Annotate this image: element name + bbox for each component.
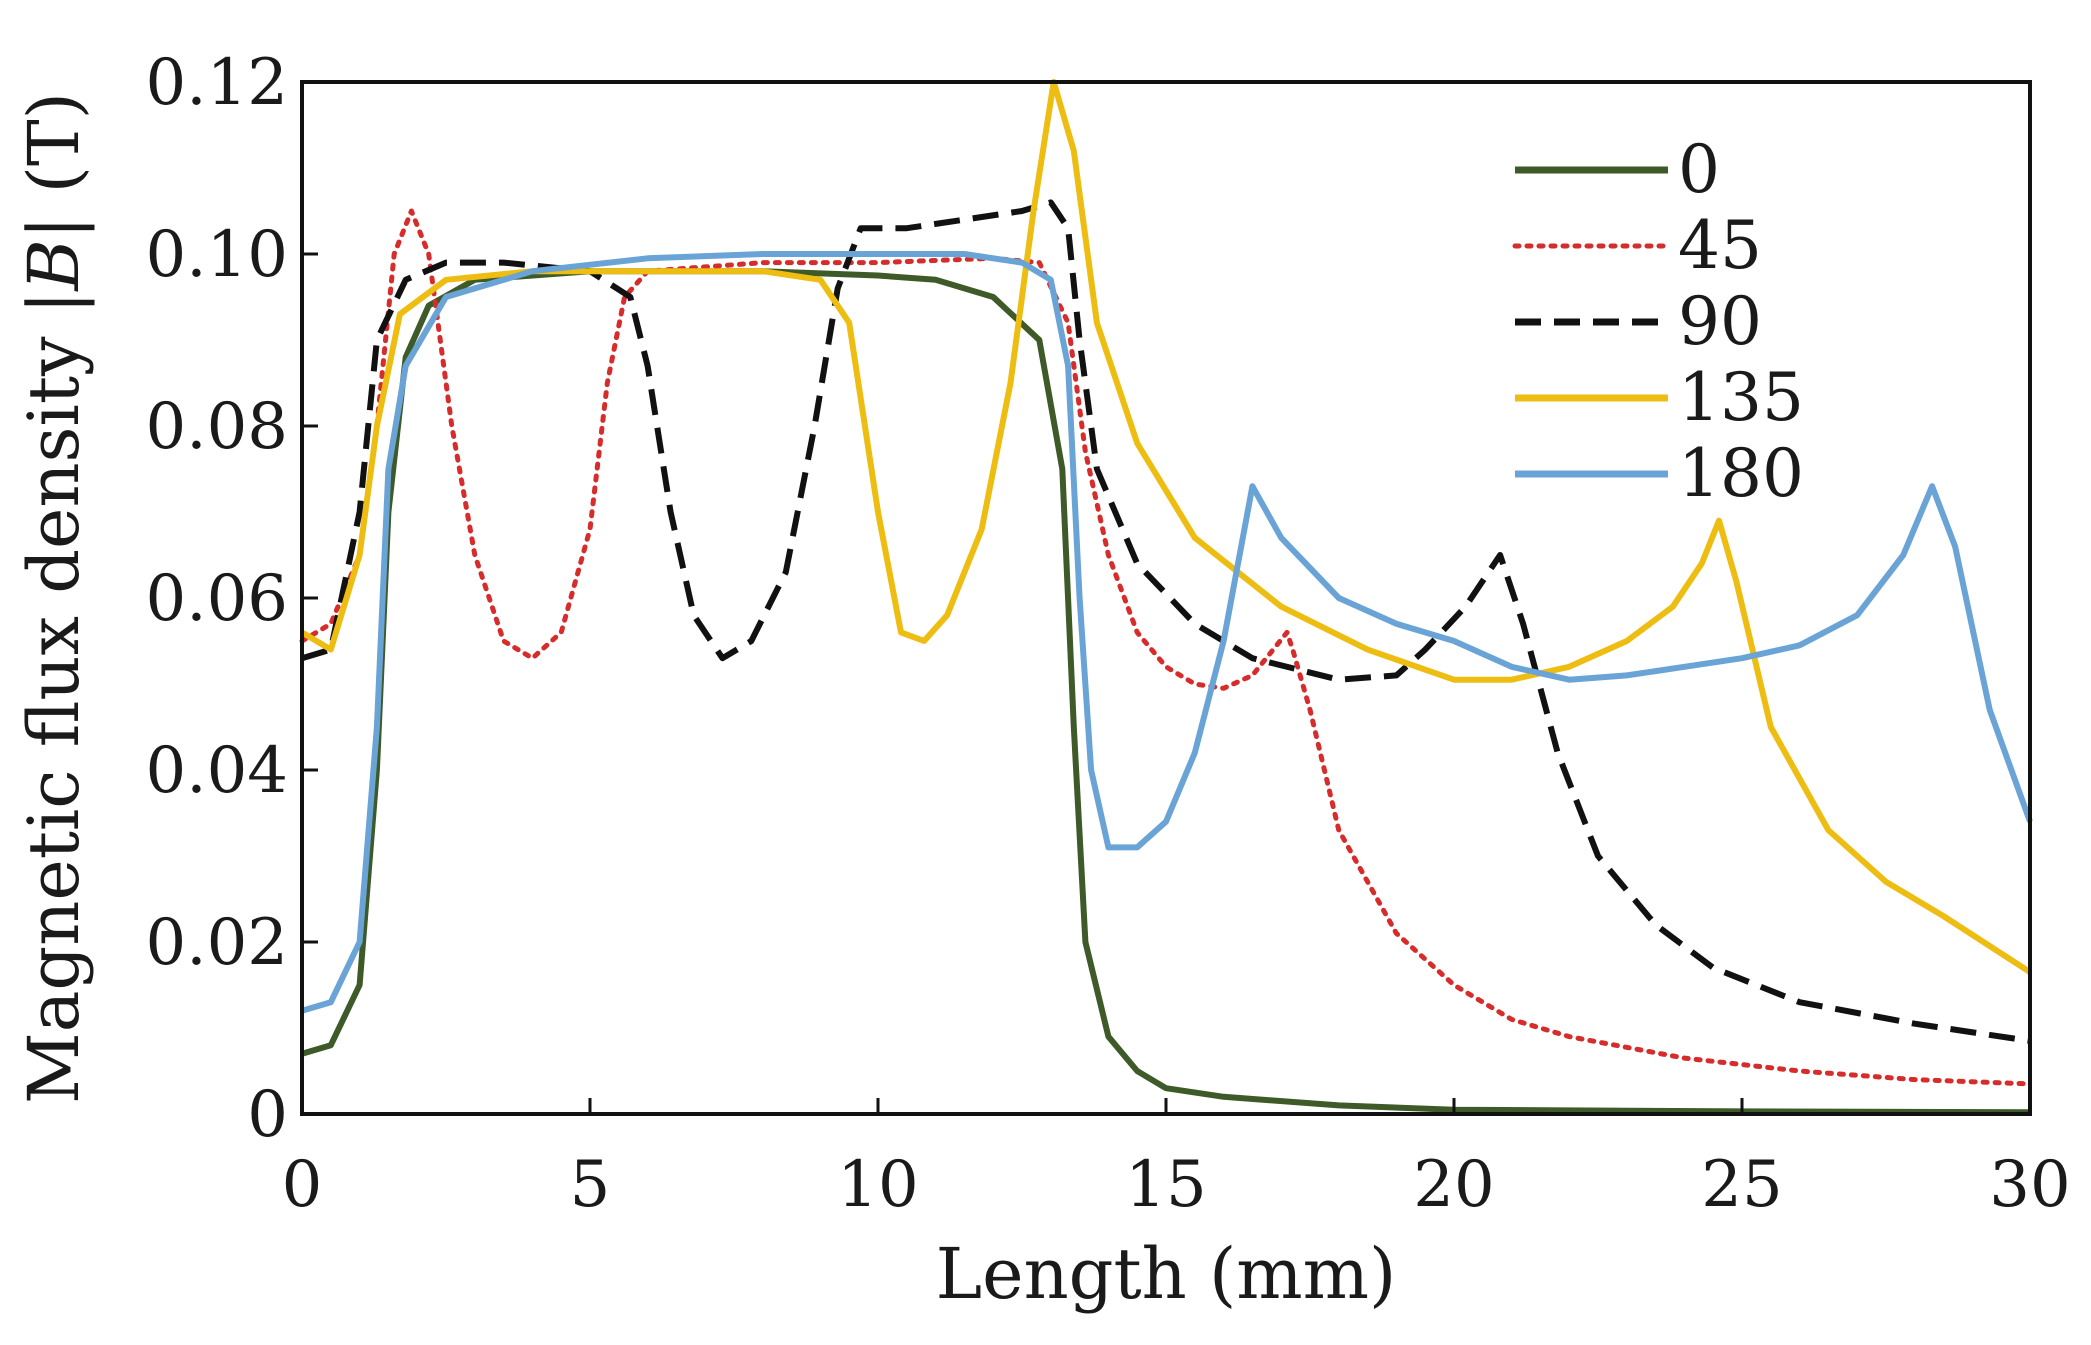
x-tick-label: 30 [1989,1148,2070,1222]
y-axis-label-bar-left: | [13,291,95,315]
x-tick-label: 0 [282,1148,323,1222]
y-axis-label-main: Magnetic flux density [13,314,95,1104]
y-axis-label: Magnetic flux density |B| (T) [13,92,95,1104]
y-axis-label-bar-right: | [13,216,95,240]
legend-label-0: 0 [1678,131,1720,208]
x-axis-ticks: 0 5 10 15 20 25 30 [282,1098,2071,1222]
y-tick-label: 0.08 [146,390,289,464]
y-axis-label-symbol: B [13,239,95,292]
y-tick-label: 0 [247,1078,288,1152]
legend-label-135: 135 [1678,359,1804,436]
x-tick-label: 5 [570,1148,611,1222]
series-layer [299,79,2033,1116]
y-tick-label: 0.10 [146,218,289,292]
series-line-45 [299,208,2033,1087]
x-tick-label: 20 [1413,1148,1494,1222]
y-tick-label: 0.06 [146,562,289,636]
legend-label-45: 45 [1678,207,1762,284]
y-tick-label: 0.04 [146,734,289,808]
series-line-135 [300,79,2032,975]
x-tick-label: 25 [1701,1148,1782,1222]
x-axis-label: Length (mm) [936,1233,1397,1315]
legend-label-90: 90 [1678,283,1762,360]
plot-frame [300,80,2032,1116]
y-axis-label-unit: (T) [13,92,95,216]
x-tick-label: 15 [1125,1148,1206,1222]
legend-label-180: 180 [1678,435,1804,512]
y-tick-label: 0.02 [146,906,289,980]
y-axis-ticks: 0 0.02 0.04 0.06 0.08 0.10 0.12 [146,46,318,1152]
series-line-90 [301,199,2031,1044]
y-tick-label: 0.12 [146,46,289,120]
series-line-180 [301,251,2033,1014]
x-tick-label: 10 [837,1148,918,1222]
